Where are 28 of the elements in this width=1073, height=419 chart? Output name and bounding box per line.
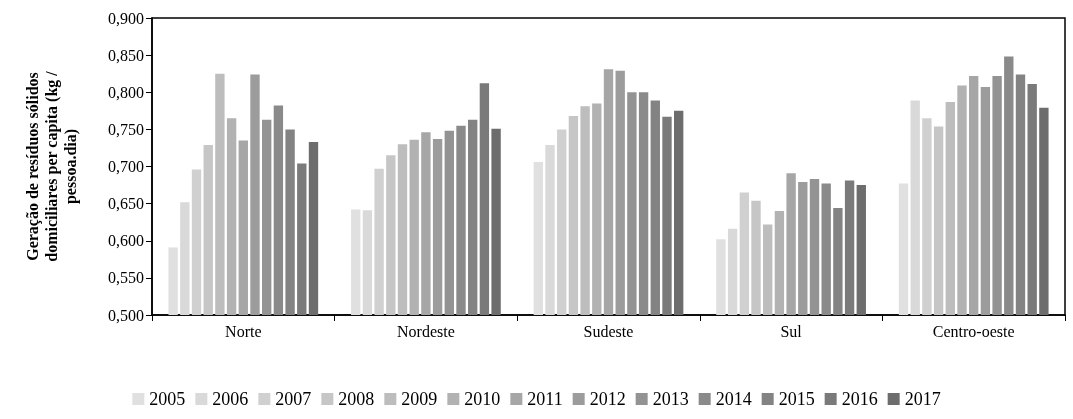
- x-tick-label: Nordeste: [397, 322, 455, 340]
- y-tick-label: 0,550: [108, 269, 144, 287]
- y-tick-label: 0,850: [108, 46, 144, 64]
- x-tick-label: Sul: [780, 322, 803, 340]
- legend-label: 2006: [212, 389, 249, 409]
- legend-label: 2008: [338, 389, 375, 409]
- legend-label: 2016: [841, 389, 878, 409]
- legend-label: 2009: [401, 389, 438, 409]
- x-tick-label: Norte: [225, 322, 262, 340]
- x-tick-label: Sudeste: [583, 322, 634, 340]
- y-tick-label: 0,800: [108, 83, 144, 101]
- y-tick-label: 0,500: [108, 306, 144, 324]
- legend-label: 2005: [149, 389, 186, 409]
- legend-label: 2017: [904, 389, 941, 409]
- legend-label: 2013: [652, 389, 689, 409]
- y-tick-label: 0,700: [108, 158, 144, 175]
- y-tick-label: 0,750: [108, 120, 144, 138]
- legend-label: 2007: [275, 389, 312, 409]
- y-axis-title: Geração de resíduos sólidos domiciliares per capita (kg / pessoa.dia): [24, 70, 80, 262]
- x-tick-label: Centro-oeste: [932, 322, 1015, 340]
- legend-label: 2014: [715, 389, 752, 409]
- legend-label: 2011: [527, 389, 563, 409]
- y-tick-label: 0,900: [108, 9, 144, 27]
- y-tick-label: 0,600: [108, 232, 144, 250]
- y-tick-label: 0,650: [108, 195, 144, 213]
- legend-label: 2010: [464, 389, 501, 409]
- legend-label: 2015: [778, 389, 815, 409]
- legend-label: 2012: [589, 389, 626, 409]
